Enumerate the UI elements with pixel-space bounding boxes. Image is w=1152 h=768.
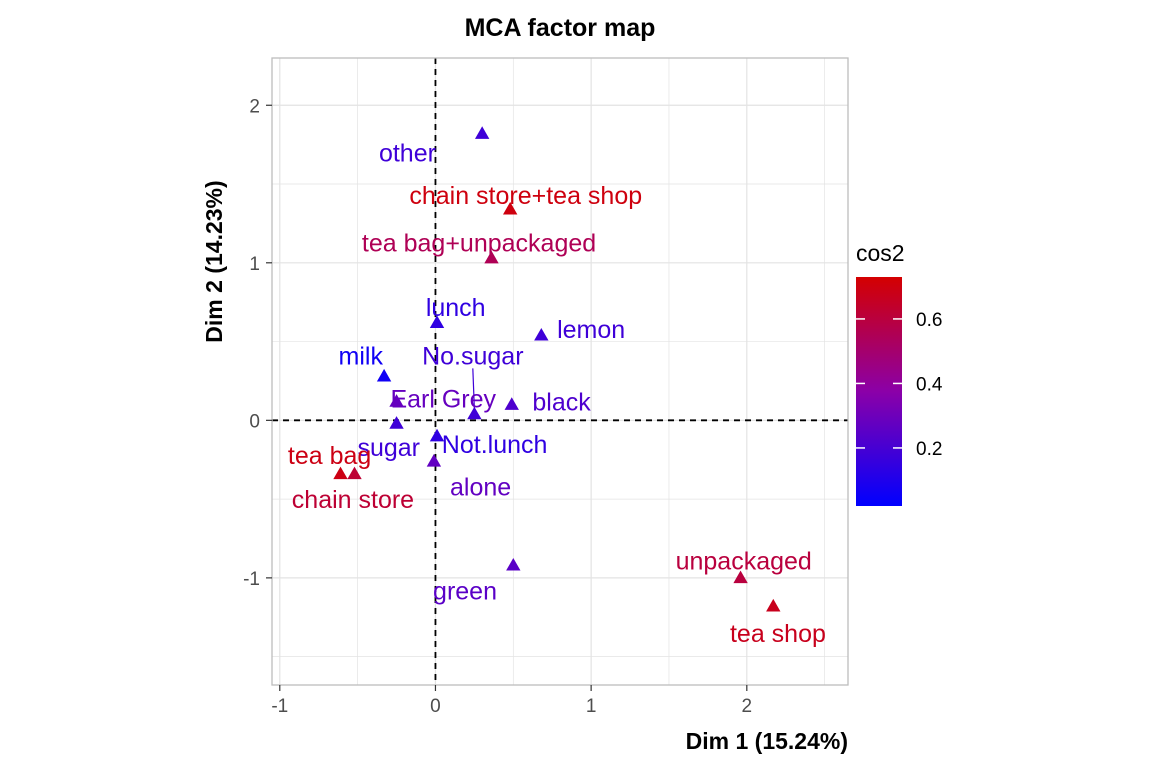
- point-label-chain-store: chain store: [292, 486, 414, 514]
- point-alone: [426, 453, 442, 467]
- connectors: [472, 368, 475, 410]
- connector-no-sugar: [472, 368, 475, 410]
- point-label-other: other: [379, 140, 436, 168]
- point-unpackaged: [733, 570, 748, 584]
- point-labels: other chain store+tea shop tea bag+unpacka…: [288, 140, 826, 648]
- reference-lines: [272, 58, 848, 685]
- point-chain-store-tea-shop: [502, 201, 518, 215]
- legend-tick-label: 0.6: [916, 310, 942, 331]
- point-not-lunch: [429, 428, 445, 442]
- point-chain-store: [347, 466, 362, 480]
- legend-title: cos2: [856, 240, 905, 266]
- point-other: [474, 126, 490, 139]
- y-tick-label: 2: [249, 96, 260, 117]
- point-label-chain-store-tea-shop: chain store+tea shop: [409, 182, 642, 210]
- point-green: [506, 557, 521, 571]
- point-black: [504, 397, 519, 410]
- point-label-tea-shop: tea shop: [730, 620, 826, 648]
- point-label-lemon: lemon: [557, 316, 625, 344]
- x-tick-label: 0: [430, 696, 441, 717]
- point-label-tea-bag-unpackaged: tea bag+unpackaged: [362, 229, 596, 257]
- point-lunch: [429, 315, 445, 328]
- cos2-legend: cos2 0.2 0.4 0.6: [856, 240, 943, 506]
- point-label-unpackaged: unpackaged: [676, 548, 812, 576]
- point-label-not-lunch: Not.lunch: [442, 431, 548, 459]
- points: [333, 126, 781, 612]
- point-no-sugar: [467, 406, 482, 420]
- point-label-tea-bag: tea bag: [288, 442, 371, 470]
- point-sugar: [389, 416, 404, 429]
- point-tea-bag-unpackaged: [484, 250, 499, 264]
- point-label-alone: alone: [450, 474, 511, 502]
- x-tick-label: -1: [271, 696, 288, 717]
- x-tick-label: 2: [742, 696, 753, 717]
- point-label-black: black: [532, 388, 591, 416]
- point-label-lunch: lunch: [426, 294, 486, 322]
- point-earl-grey: [389, 394, 404, 407]
- panel-border: [271, 57, 849, 686]
- axis-ticks: -1 0 1 2 -1 0 1 2: [243, 96, 752, 717]
- point-label-earl-grey: Earl Grey: [390, 385, 496, 413]
- point-lemon: [534, 327, 549, 341]
- legend-ticks: 0.2 0.4 0.6: [856, 310, 943, 460]
- point-label-milk: milk: [339, 343, 384, 371]
- y-tick-label: -1: [243, 569, 260, 590]
- point-label-no-sugar: No.sugar: [422, 343, 523, 371]
- x-tick-label: 1: [586, 696, 597, 717]
- y-tick-label: 0: [249, 411, 260, 432]
- y-tick-label: 1: [249, 254, 260, 275]
- point-tea-bag: [333, 466, 348, 480]
- point-label-green: green: [433, 577, 497, 605]
- point-tea-shop: [766, 598, 781, 612]
- legend-tick-label: 0.4: [916, 374, 943, 395]
- y-axis-title: Dim 2 (14.23%): [201, 180, 227, 342]
- grid: [272, 58, 848, 685]
- legend-tick-label: 0.2: [916, 439, 942, 460]
- legend-colorbar: [856, 277, 902, 506]
- point-milk: [376, 368, 392, 382]
- chart-title: MCA factor map: [465, 14, 656, 42]
- x-axis-title: Dim 1 (15.24%): [686, 728, 848, 754]
- point-label-sugar: sugar: [357, 434, 420, 462]
